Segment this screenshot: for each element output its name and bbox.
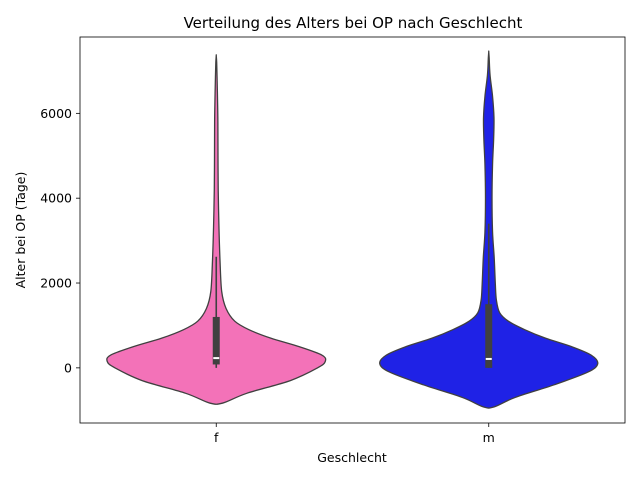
x-tick-label: m (483, 430, 495, 445)
iqr-box-f (212, 316, 220, 365)
y-tick-label: 6000 (40, 106, 72, 121)
plot-area (106, 50, 599, 409)
violin-f (106, 54, 327, 405)
plot-frame (79, 36, 626, 424)
iqr-box-m (485, 304, 493, 368)
y-axis-label: Alter bei OP (Tage) (13, 172, 28, 289)
y-tick-label: 4000 (40, 191, 72, 206)
y-tick-label: 2000 (40, 276, 72, 291)
y-axis: 0 2000 4000 6000 (40, 106, 80, 375)
x-axis-label: Geschlecht (317, 450, 387, 465)
y-tick-label: 0 (64, 360, 72, 375)
x-tick-label: f (214, 430, 219, 445)
chart-title: Verteilung des Alters bei OP nach Geschl… (184, 14, 523, 32)
